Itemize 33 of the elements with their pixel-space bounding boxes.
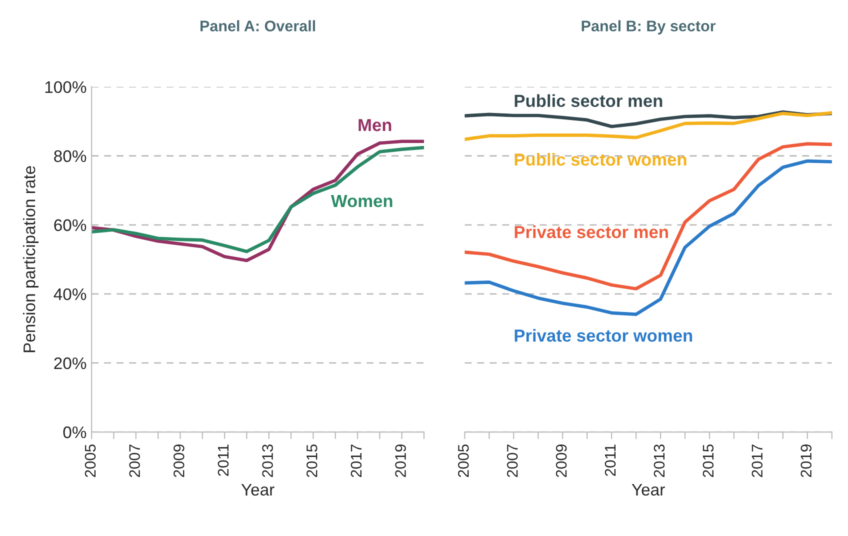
x-tick-label: 2015 <box>306 444 318 478</box>
y-tick-label: 60% <box>54 219 86 232</box>
y-tick-label: 0% <box>63 426 86 438</box>
x-tick-label: 2009 <box>556 444 567 478</box>
x-tick-label: 2005 <box>458 444 469 478</box>
x-axis-title: Year <box>632 484 665 496</box>
x-tick-label: 2007 <box>506 444 518 478</box>
x-tick-label: 2019 <box>800 444 812 478</box>
x-tick-label: 2017 <box>350 444 362 478</box>
series-label: Private sector men <box>514 225 668 238</box>
x-axis-title: Year <box>241 484 274 496</box>
series-label: Public sector men <box>514 94 662 108</box>
y-tick-label: 80% <box>54 150 86 162</box>
x-tick-label: 2013 <box>262 444 273 478</box>
x-tick-label: 2007 <box>129 444 140 478</box>
x-tick-label: 2011 <box>218 444 229 476</box>
y-tick-label: 40% <box>54 288 86 300</box>
series-label: Men <box>358 119 392 132</box>
x-tick-label: 2009 <box>174 444 184 478</box>
y-axis-title: Pension participation rate <box>23 166 39 352</box>
series-label: Women <box>330 195 392 208</box>
series-label: Public sector women <box>514 152 686 166</box>
chart-title: Panel B: By sector <box>582 20 716 34</box>
y-tick-label: 20% <box>54 357 86 370</box>
y-tick-label: 100% <box>45 81 86 94</box>
x-tick-label: 2019 <box>395 444 406 478</box>
x-tick-label: 2011 <box>604 444 616 476</box>
x-tick-label: 2015 <box>702 444 714 478</box>
x-tick-label: 2005 <box>84 444 96 478</box>
series-label: Private sector women <box>514 329 692 342</box>
chart-title: Panel A: Overall <box>200 20 316 32</box>
x-tick-label: 2017 <box>752 444 763 478</box>
x-tick-label: 2013 <box>654 444 665 478</box>
